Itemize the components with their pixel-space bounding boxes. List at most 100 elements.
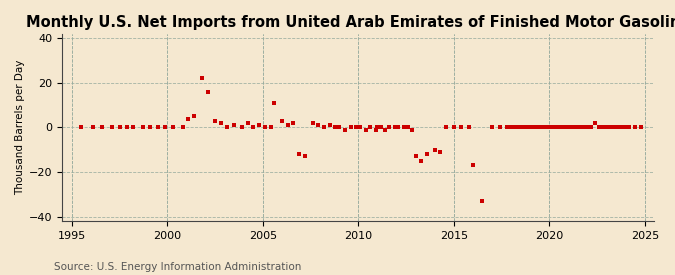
Point	[277, 119, 288, 123]
Point	[563, 125, 574, 130]
Point	[376, 125, 387, 130]
Point	[370, 128, 381, 132]
Point	[529, 125, 539, 130]
Point	[360, 128, 371, 132]
Point	[236, 125, 247, 130]
Point	[521, 125, 532, 130]
Point	[609, 125, 620, 130]
Point	[506, 125, 516, 130]
Point	[429, 148, 440, 152]
Point	[393, 125, 404, 130]
Point	[477, 199, 488, 203]
Point	[128, 125, 138, 130]
Point	[334, 125, 345, 130]
Y-axis label: Thousand Barrels per Day: Thousand Barrels per Day	[15, 60, 25, 195]
Point	[559, 125, 570, 130]
Point	[410, 154, 421, 159]
Point	[307, 121, 318, 125]
Point	[229, 123, 240, 127]
Point	[605, 125, 616, 130]
Point	[624, 125, 635, 130]
Point	[613, 125, 624, 130]
Point	[435, 150, 446, 154]
Point	[601, 125, 612, 130]
Point	[468, 163, 479, 167]
Point	[167, 125, 178, 130]
Point	[355, 125, 366, 130]
Point	[574, 125, 585, 130]
Point	[178, 125, 188, 130]
Point	[502, 125, 513, 130]
Point	[551, 125, 562, 130]
Text: Source: U.S. Energy Information Administration: Source: U.S. Energy Information Administ…	[54, 262, 301, 272]
Point	[319, 125, 329, 130]
Point	[269, 101, 279, 105]
Point	[97, 125, 108, 130]
Point	[196, 76, 207, 81]
Point	[630, 125, 641, 130]
Point	[254, 123, 265, 127]
Point	[510, 125, 520, 130]
Point	[88, 125, 99, 130]
Point	[364, 125, 375, 130]
Point	[514, 125, 524, 130]
Title: Monthly U.S. Net Imports from United Arab Emirates of Finished Motor Gasoline: Monthly U.S. Net Imports from United Ara…	[26, 15, 675, 30]
Point	[114, 125, 125, 130]
Point	[76, 125, 87, 130]
Point	[107, 125, 117, 130]
Point	[300, 154, 310, 159]
Point	[330, 125, 341, 130]
Point	[636, 125, 647, 130]
Point	[416, 159, 427, 163]
Point	[567, 125, 578, 130]
Point	[242, 121, 253, 125]
Point	[422, 152, 433, 156]
Point	[593, 125, 604, 130]
Point	[210, 119, 221, 123]
Point	[441, 125, 452, 130]
Point	[570, 125, 581, 130]
Point	[556, 125, 566, 130]
Point	[586, 125, 597, 130]
Point	[536, 125, 547, 130]
Point	[265, 125, 276, 130]
Point	[221, 125, 232, 130]
Point	[259, 125, 270, 130]
Point	[372, 125, 383, 130]
Point	[540, 125, 551, 130]
Point	[346, 125, 356, 130]
Point	[406, 128, 417, 132]
Point	[122, 125, 133, 130]
Point	[616, 125, 627, 130]
Point	[533, 125, 543, 130]
Point	[202, 90, 213, 94]
Point	[282, 123, 293, 127]
Point	[524, 125, 535, 130]
Point	[517, 125, 528, 130]
Point	[215, 121, 226, 125]
Point	[389, 125, 400, 130]
Point	[547, 125, 558, 130]
Point	[137, 125, 148, 130]
Point	[313, 123, 323, 127]
Point	[351, 125, 362, 130]
Point	[578, 125, 589, 130]
Point	[620, 125, 631, 130]
Point	[340, 128, 350, 132]
Point	[288, 121, 299, 125]
Point	[294, 152, 304, 156]
Point	[160, 125, 171, 130]
Point	[448, 125, 459, 130]
Point	[456, 125, 467, 130]
Point	[153, 125, 163, 130]
Point	[399, 125, 410, 130]
Point	[324, 123, 335, 127]
Point	[248, 125, 259, 130]
Point	[145, 125, 156, 130]
Point	[183, 116, 194, 121]
Point	[597, 125, 608, 130]
Point	[544, 125, 555, 130]
Point	[189, 114, 200, 119]
Point	[590, 121, 601, 125]
Point	[582, 125, 593, 130]
